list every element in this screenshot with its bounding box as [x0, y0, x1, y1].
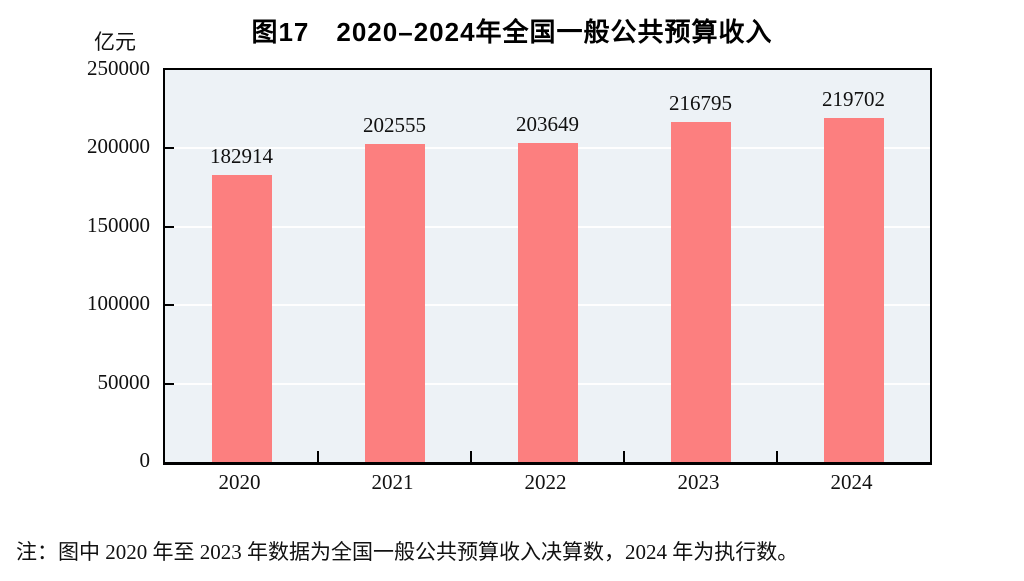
y-axis-unit-label: 亿元: [94, 30, 136, 54]
y-axis-tick-label: 50000: [97, 369, 151, 394]
bar-2021: [364, 144, 425, 462]
bar-2020: [211, 175, 272, 462]
bar-value-label: 219702: [822, 86, 885, 111]
y-axis-tick: [165, 304, 174, 307]
plot-area: 182914 202555 203649 216795 219702: [163, 68, 932, 465]
x-axis-tick: [623, 451, 625, 462]
y-axis-tick-label: 100000: [87, 291, 150, 316]
y-axis-tick-label: 200000: [87, 134, 150, 159]
bar-2023: [670, 122, 731, 462]
x-axis-tick: [317, 451, 319, 462]
bar-value-label: 182914: [210, 144, 273, 169]
x-axis-tick-label: 2021: [371, 470, 414, 494]
chart-title: 图17 2020–2024年全国一般公共预算收入: [251, 17, 773, 47]
y-axis-tick: [165, 147, 174, 150]
x-axis-tick: [470, 451, 472, 462]
bar-2022: [517, 142, 578, 462]
y-axis-tick-label: 250000: [87, 56, 150, 80]
y-axis-tick-label: 0: [139, 448, 151, 472]
x-axis-tick-label: 2023: [677, 470, 720, 494]
x-axis-tick: [776, 451, 778, 462]
footnote: 注：图中 2020 年至 2023 年数据为全国一般公共预算收入决算数，2024…: [16, 540, 799, 564]
bar-2024: [823, 117, 884, 462]
bar-value-label: 202555: [363, 113, 426, 138]
y-axis-tick-label: 150000: [87, 212, 150, 237]
y-axis-tick: [165, 225, 174, 228]
y-axis-tick: [165, 382, 174, 385]
x-axis-tick-label: 2024: [830, 470, 873, 494]
bar-value-label: 203649: [516, 111, 579, 136]
bar-value-label: 216795: [669, 91, 732, 116]
x-axis-tick-label: 2020: [218, 470, 261, 494]
x-axis-tick-label: 2022: [524, 470, 567, 494]
